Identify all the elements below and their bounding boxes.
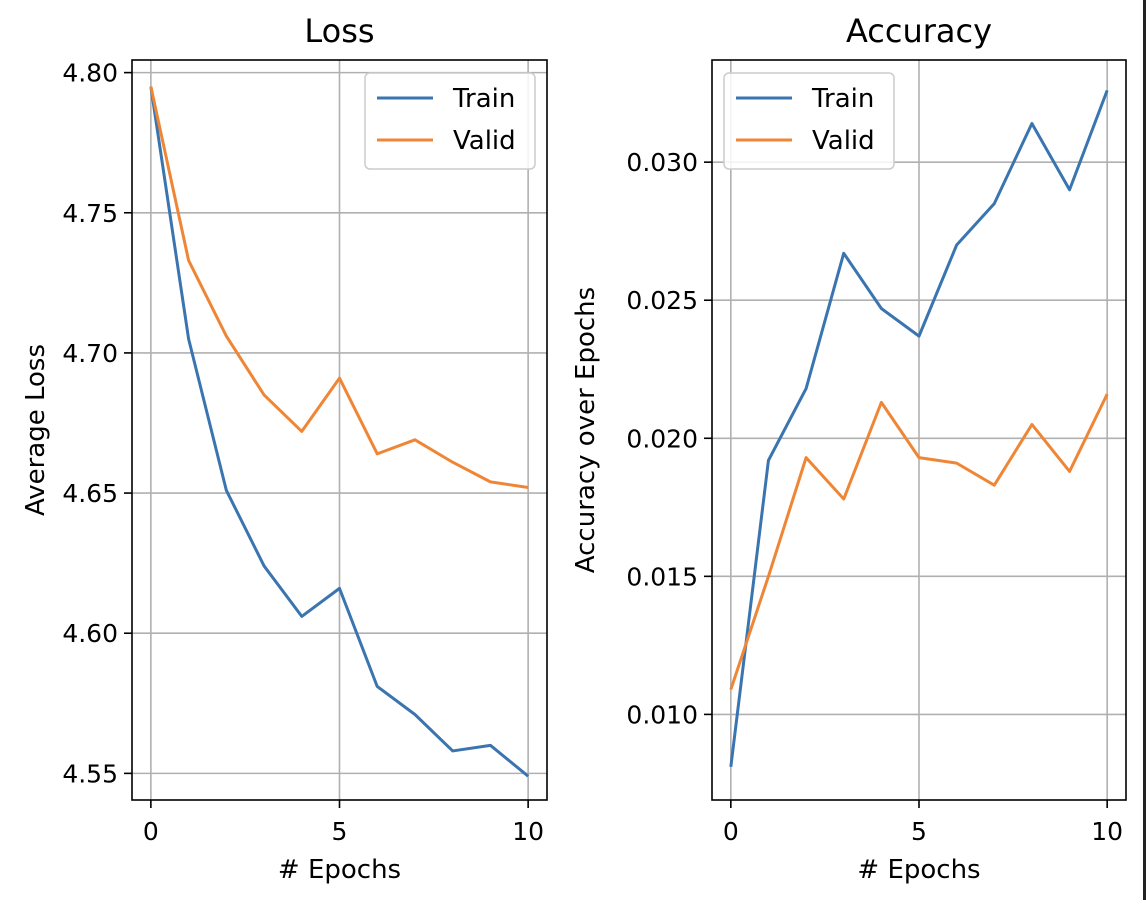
window-edge (1143, 0, 1146, 900)
accuracy-x-axis-label: # Epochs (857, 855, 980, 885)
loss-y-tick-label: 4.55 (62, 759, 118, 788)
accuracy-series-valid-line (729, 393, 1109, 691)
loss-x-tick-label: 0 (143, 817, 159, 846)
loss-series-train-line (149, 86, 530, 778)
loss-y-tick-label: 4.80 (62, 59, 118, 88)
loss-y-axis-label: Average Loss (21, 344, 51, 516)
loss-x-tick-label: 5 (332, 817, 348, 846)
loss-legend-label-train: Train (452, 84, 515, 114)
loss-legend-label-valid: Valid (453, 126, 516, 156)
loss-y-tick-label: 4.65 (62, 479, 118, 508)
accuracy-y-tick-label: 0.020 (626, 424, 698, 453)
accuracy-legend: Train Valid (723, 72, 895, 170)
accuracy-y-tick-label: 0.025 (626, 286, 698, 315)
accuracy-y-tick-label: 0.030 (626, 148, 698, 177)
accuracy-x-tick-label: 0 (723, 817, 739, 846)
accuracy-legend-label-valid: Valid (812, 126, 875, 156)
loss-y-tick-label: 4.60 (62, 619, 118, 648)
accuracy-subplot: 0 5 10 0.010 0.015 0.020 0.025 0.030 Accuracy # E… (571, 12, 1127, 885)
accuracy-y-axis-label: Accuracy over Epochs (571, 287, 601, 573)
accuracy-series-train-line (729, 89, 1109, 768)
loss-legend: Train Valid (364, 72, 536, 170)
accuracy-x-tick-label: 10 (1091, 817, 1123, 846)
accuracy-legend-label-train: Train (811, 84, 874, 114)
loss-series-valid-line (149, 86, 529, 489)
loss-y-tick-label: 4.75 (62, 199, 118, 228)
loss-subplot: 0 5 10 4.55 4.60 4.65 4.70 4.75 4.80 Loss # Epochs… (21, 12, 548, 885)
loss-y-tick-label: 4.70 (62, 339, 118, 368)
loss-x-axis-label: # Epochs (278, 855, 401, 885)
loss-x-tick-label: 10 (512, 817, 544, 846)
accuracy-y-tick-label: 0.010 (626, 700, 698, 729)
accuracy-x-tick-label: 5 (911, 817, 927, 846)
accuracy-chart-title: Accuracy (846, 12, 992, 50)
loss-chart-title: Loss (304, 12, 374, 50)
accuracy-y-tick-label: 0.015 (626, 562, 698, 591)
